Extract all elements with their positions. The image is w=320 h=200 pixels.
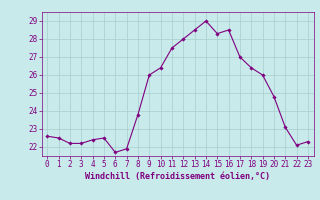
X-axis label: Windchill (Refroidissement éolien,°C): Windchill (Refroidissement éolien,°C) <box>85 172 270 181</box>
